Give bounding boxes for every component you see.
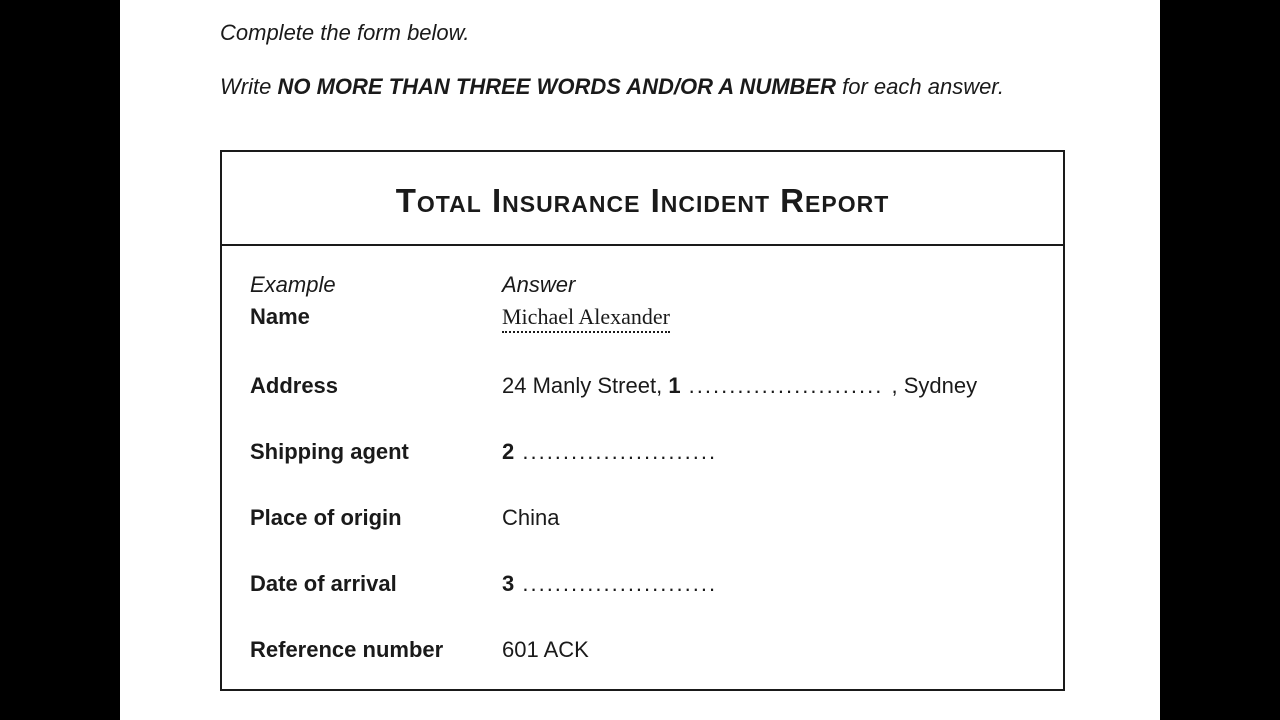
date-of-arrival-row: Date of arrival 3 ......................… <box>250 571 1035 597</box>
instruction-line-1: Complete the form below. <box>220 20 1160 46</box>
blank-dots-2: ........................ <box>514 439 717 464</box>
blank-number-1: 1 <box>668 373 680 398</box>
handwritten-name: Michael Alexander <box>502 304 670 333</box>
label-text: Place of origin <box>250 505 402 530</box>
blank-number-3: 3 <box>502 571 514 596</box>
header-row: Example Answer <box>250 272 1035 298</box>
form-title: Total Insurance Incident Report <box>222 152 1063 246</box>
name-label: Name <box>250 304 502 333</box>
header-example: Example <box>250 272 502 298</box>
instruction-suffix: for each answer. <box>836 74 1004 99</box>
instruction-emphasis: NO MORE THAN THREE WORDS AND/OR A NUMBER <box>277 74 836 99</box>
date-of-arrival-label: Date of arrival <box>250 571 502 597</box>
blank-number-2: 2 <box>502 439 514 464</box>
label-text: Name <box>250 304 310 329</box>
reference-number-value: 601 ACK <box>502 637 1035 663</box>
label-text: Reference number <box>250 637 443 662</box>
label-text: Shipping agent <box>250 439 409 464</box>
blank-dots-3: ........................ <box>514 571 717 596</box>
place-of-origin-value: China <box>502 505 1035 531</box>
reference-number-row: Reference number 601 ACK <box>250 637 1035 663</box>
instruction-prefix: Write <box>220 74 277 99</box>
address-value: 24 Manly Street, 1 .....................… <box>502 373 1035 399</box>
shipping-agent-value: 2 ........................ <box>502 439 1035 465</box>
label-text: Date of arrival <box>250 571 397 596</box>
label-text: Address <box>250 373 338 398</box>
blank-dots-1: ........................ <box>681 373 892 398</box>
place-of-origin-label: Place of origin <box>250 505 502 531</box>
header-answer: Answer <box>502 272 1035 298</box>
address-suffix: , Sydney <box>891 373 977 398</box>
instruction-line-2: Write NO MORE THAN THREE WORDS AND/OR A … <box>220 74 1160 100</box>
incident-report-form: Total Insurance Incident Report Example … <box>220 150 1065 691</box>
name-row: Name Michael Alexander <box>250 304 1035 333</box>
address-label: Address <box>250 373 502 399</box>
shipping-agent-label: Shipping agent <box>250 439 502 465</box>
answer-label: Answer <box>502 272 575 297</box>
form-body: Example Answer Name Michael Alexander Ad… <box>222 246 1063 689</box>
address-prefix: 24 Manly Street, <box>502 373 668 398</box>
reference-number-label: Reference number <box>250 637 502 663</box>
address-row: Address 24 Manly Street, 1 .............… <box>250 373 1035 399</box>
name-value: Michael Alexander <box>502 304 1035 333</box>
shipping-agent-row: Shipping agent 2 .......................… <box>250 439 1035 465</box>
place-of-origin-row: Place of origin China <box>250 505 1035 531</box>
date-of-arrival-value: 3 ........................ <box>502 571 1035 597</box>
document-page: Complete the form below. Write NO MORE T… <box>120 0 1160 720</box>
example-label: Example <box>250 272 336 297</box>
